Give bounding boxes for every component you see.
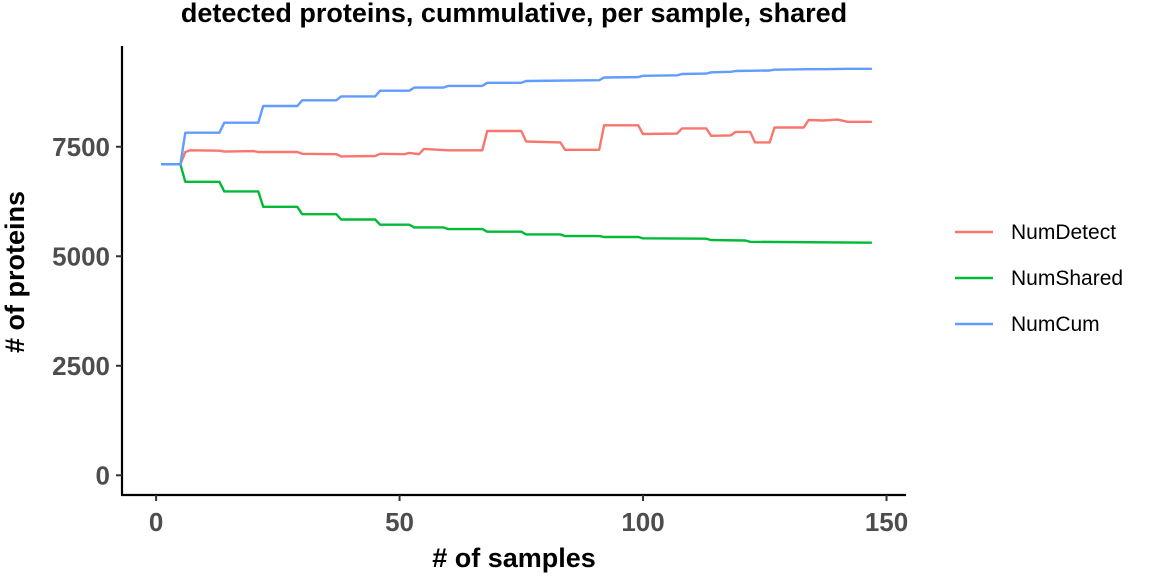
x-tick-label: 150 bbox=[865, 507, 908, 537]
chart-title: detected proteins, cummulative, per samp… bbox=[181, 0, 847, 28]
series-line-numdetect bbox=[161, 118, 872, 166]
series-line-numshared bbox=[161, 163, 872, 244]
x-tick-label: 100 bbox=[621, 507, 664, 537]
x-tick-label: 50 bbox=[385, 507, 414, 537]
legend: NumDetect NumShared NumCum bbox=[955, 221, 1123, 336]
legend-item-numcum: NumCum bbox=[955, 313, 1100, 336]
legend-label: NumShared bbox=[1011, 267, 1123, 290]
y-tick-label: 0 bbox=[96, 460, 110, 490]
legend-item-numdetect: NumDetect bbox=[955, 221, 1116, 244]
legend-label: NumCum bbox=[1011, 313, 1100, 336]
x-axis-ticks: 0 50 100 150 bbox=[149, 495, 908, 537]
y-tick-label: 7500 bbox=[52, 132, 110, 162]
y-axis-title: # of proteins bbox=[0, 191, 30, 353]
x-axis-title: # of samples bbox=[432, 543, 596, 573]
legend-label: NumDetect bbox=[1011, 221, 1116, 244]
series-line-numcum bbox=[161, 67, 872, 166]
y-tick-label: 5000 bbox=[52, 241, 110, 271]
y-axis-ticks: 0 2500 5000 7500 bbox=[52, 132, 122, 490]
legend-item-numshared: NumShared bbox=[955, 267, 1123, 290]
y-tick-label: 2500 bbox=[52, 351, 110, 381]
x-tick-label: 0 bbox=[149, 507, 163, 537]
plot-area bbox=[161, 67, 872, 244]
